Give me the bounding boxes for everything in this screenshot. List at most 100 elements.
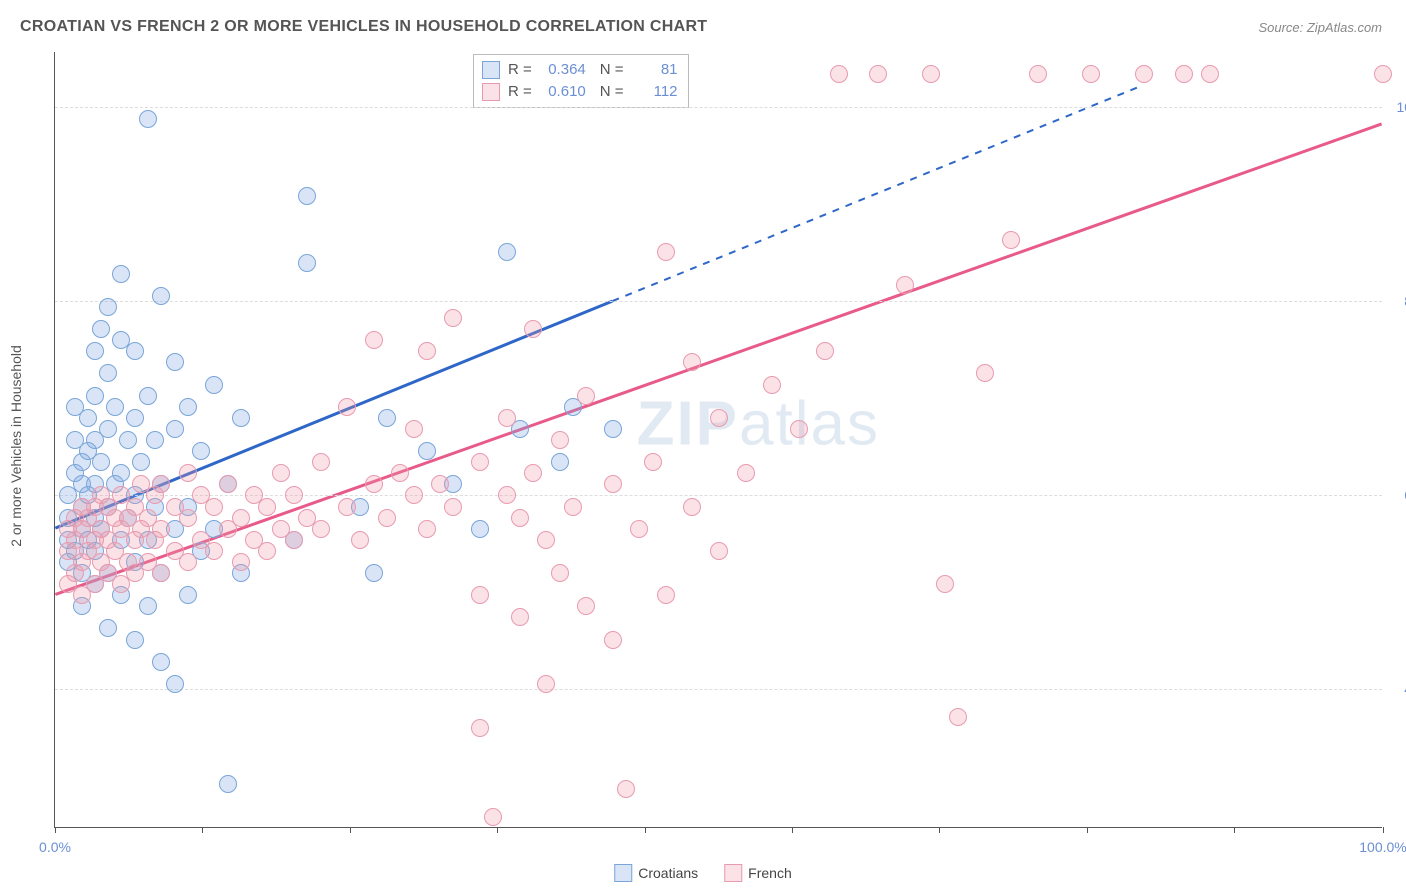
- scatter-point: [219, 475, 237, 493]
- scatter-point: [132, 453, 150, 471]
- scatter-point: [1374, 65, 1392, 83]
- scatter-point: [1082, 65, 1100, 83]
- scatter-point: [604, 475, 622, 493]
- scatter-point: [763, 376, 781, 394]
- scatter-point: [146, 431, 164, 449]
- scatter-point: [79, 409, 97, 427]
- y-axis-label: 2 or more Vehicles in Household: [8, 345, 24, 547]
- scatter-point: [976, 364, 994, 382]
- scatter-point: [312, 453, 330, 471]
- scatter-point: [1201, 65, 1219, 83]
- scatter-point: [830, 65, 848, 83]
- scatter-point: [869, 65, 887, 83]
- x-tick: [1087, 827, 1088, 833]
- scatter-point: [657, 586, 675, 604]
- scatter-point: [351, 531, 369, 549]
- scatter-point: [338, 498, 356, 516]
- scatter-point: [92, 453, 110, 471]
- stat-r-value: 0.364: [540, 59, 586, 81]
- scatter-point: [378, 509, 396, 527]
- scatter-point: [86, 387, 104, 405]
- legend-swatch: [724, 864, 742, 882]
- scatter-point: [119, 431, 137, 449]
- chart-title: CROATIAN VS FRENCH 2 OR MORE VEHICLES IN…: [20, 18, 707, 36]
- x-tick: [792, 827, 793, 833]
- legend-swatch: [482, 61, 500, 79]
- scatter-point: [152, 287, 170, 305]
- source-attribution: Source: ZipAtlas.com: [1258, 20, 1382, 35]
- scatter-point: [922, 65, 940, 83]
- scatter-point: [166, 420, 184, 438]
- scatter-point: [298, 254, 316, 272]
- scatter-point: [511, 509, 529, 527]
- scatter-point: [498, 243, 516, 261]
- scatter-point: [112, 464, 130, 482]
- scatter-point: [1135, 65, 1153, 83]
- scatter-point: [1029, 65, 1047, 83]
- scatter-point: [604, 631, 622, 649]
- scatter-point: [537, 675, 555, 693]
- stat-r-label: R =: [508, 81, 532, 103]
- scatter-point: [99, 364, 117, 382]
- legend-swatch: [482, 83, 500, 101]
- scatter-point: [471, 520, 489, 538]
- scatter-point: [551, 564, 569, 582]
- x-tick: [1234, 827, 1235, 833]
- gridline: [55, 301, 1382, 302]
- scatter-point: [139, 110, 157, 128]
- scatter-point: [179, 553, 197, 571]
- scatter-point: [205, 498, 223, 516]
- scatter-point: [418, 342, 436, 360]
- y-tick-label: 47.5%: [1388, 681, 1406, 697]
- scatter-point: [272, 464, 290, 482]
- scatter-point: [537, 531, 555, 549]
- scatter-point: [112, 265, 130, 283]
- chart-container: CROATIAN VS FRENCH 2 OR MORE VEHICLES IN…: [0, 0, 1406, 892]
- scatter-point: [139, 387, 157, 405]
- scatter-point: [179, 586, 197, 604]
- stat-r-value: 0.610: [540, 81, 586, 103]
- stat-n-value: 81: [632, 59, 678, 81]
- legend-label: French: [748, 865, 792, 881]
- x-tick: [202, 827, 203, 833]
- stat-r-label: R =: [508, 59, 532, 81]
- stat-n-value: 112: [632, 81, 678, 103]
- scatter-point: [577, 597, 595, 615]
- scatter-point: [232, 509, 250, 527]
- scatter-point: [106, 398, 124, 416]
- scatter-point: [298, 187, 316, 205]
- scatter-point: [630, 520, 648, 538]
- trend-line: [55, 124, 1381, 595]
- x-tick: [939, 827, 940, 833]
- scatter-point: [205, 542, 223, 560]
- scatter-point: [232, 553, 250, 571]
- scatter-point: [524, 320, 542, 338]
- scatter-point: [179, 509, 197, 527]
- scatter-point: [484, 808, 502, 826]
- scatter-point: [471, 586, 489, 604]
- scatter-point: [192, 442, 210, 460]
- scatter-point: [577, 387, 595, 405]
- legend-swatch: [614, 864, 632, 882]
- scatter-point: [152, 653, 170, 671]
- scatter-point: [152, 564, 170, 582]
- scatter-point: [949, 708, 967, 726]
- gridline: [55, 107, 1382, 108]
- scatter-point: [166, 675, 184, 693]
- scatter-point: [92, 320, 110, 338]
- scatter-point: [126, 409, 144, 427]
- scatter-point: [444, 498, 462, 516]
- scatter-point: [258, 498, 276, 516]
- x-tick: [1383, 827, 1384, 833]
- scatter-point: [139, 597, 157, 615]
- scatter-point: [418, 520, 436, 538]
- scatter-point: [511, 608, 529, 626]
- scatter-point: [391, 464, 409, 482]
- scatter-point: [657, 243, 675, 261]
- scatter-point: [166, 353, 184, 371]
- scatter-point: [471, 453, 489, 471]
- scatter-point: [219, 775, 237, 793]
- scatter-point: [418, 442, 436, 460]
- scatter-point: [99, 619, 117, 637]
- scatter-point: [405, 486, 423, 504]
